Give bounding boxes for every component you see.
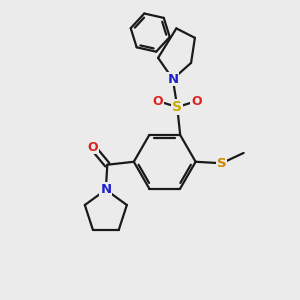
- Text: S: S: [217, 157, 226, 170]
- Text: S: S: [172, 100, 182, 114]
- Text: N: N: [167, 73, 178, 85]
- Text: N: N: [100, 183, 111, 196]
- Text: O: O: [153, 94, 164, 108]
- Text: O: O: [191, 94, 202, 108]
- Text: O: O: [87, 141, 98, 154]
